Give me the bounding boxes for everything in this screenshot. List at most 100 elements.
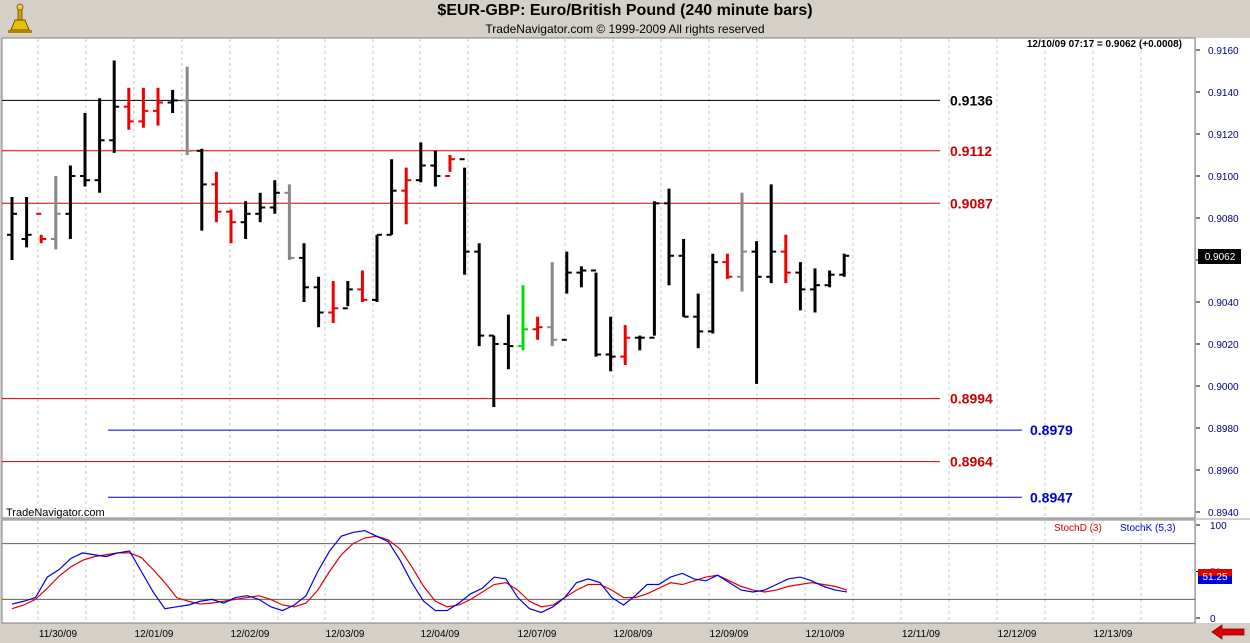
date-axis-ticks: 11/30/09 12/01/09 12/02/09 12/03/09 12/04/09…: [39, 629, 1133, 640]
price-axis: [1196, 38, 1250, 518]
x-tick-label: 12/10/09: [806, 629, 845, 640]
ohlc-bar: [372, 233, 382, 302]
ohlc-bar: [299, 243, 309, 302]
ohlc-bar: [634, 335, 645, 351]
x-tick-label: 12/09/09: [710, 629, 749, 640]
ohlc-bar: [123, 87, 134, 130]
ohlc-bar: [780, 234, 791, 284]
y-tick-label: 0.8940: [1208, 508, 1239, 519]
stoch-last-value-label: 51.25: [1202, 572, 1227, 583]
ohlc-bar: [415, 142, 426, 183]
ohlc-bar: [211, 171, 222, 223]
y-tick-label: 0.9040: [1208, 298, 1239, 309]
x-tick-label: 12/04/09: [421, 629, 460, 640]
y-tick-label: 0.9160: [1208, 46, 1239, 57]
x-tick-label: 12/12/09: [998, 629, 1037, 640]
level-label: 0.8947: [1030, 489, 1073, 505]
watermark: TradeNavigator.com: [6, 507, 105, 519]
level-label: 0.9087: [950, 195, 993, 211]
stoch-series-line: [11, 529, 848, 614]
y-tick-label: 0.8980: [1208, 424, 1239, 435]
support-resistance-levels: 0.9136 0.9112 0.9087 0.8994 0.8979 0.8964 0.89…: [2, 92, 1073, 505]
ohlc-bar: [65, 165, 76, 239]
x-tick-label: 12/02/09: [231, 629, 270, 640]
ohlc-bar: [561, 251, 572, 341]
y-tick-label: 0.9100: [1208, 172, 1239, 183]
y-tick-label: 0.9000: [1208, 382, 1239, 393]
ohlc-bars: [7, 60, 850, 407]
ohlc-bar: [240, 201, 251, 239]
level-label: 0.8994: [950, 391, 993, 407]
red-left-arrow-icon[interactable]: [1211, 624, 1245, 640]
x-tick-label: 12/07/09: [518, 629, 557, 640]
ohlc-bar: [401, 167, 412, 225]
ohlc-bar: [605, 316, 616, 372]
ohlc-bar: [342, 281, 353, 310]
level-label: 0.9112: [950, 143, 992, 159]
ohlc-bar: [138, 87, 149, 128]
ohlc-bar: [518, 285, 528, 351]
ohlc-bar: [7, 197, 17, 260]
x-tick-label: 12/03/09: [326, 629, 365, 640]
ohlc-bar: [751, 241, 762, 384]
ohlc-bar: [488, 334, 499, 407]
ohlc-bar: [459, 158, 470, 275]
y-tick-label: 0.9140: [1208, 88, 1239, 99]
ohlc-bar: [445, 155, 455, 177]
ohlc-bar: [591, 269, 601, 357]
y-tick-label: 0.9120: [1208, 130, 1239, 141]
ohlc-bar: [737, 192, 747, 292]
price-panel: [1, 37, 1196, 519]
ohlc-bar: [21, 197, 32, 248]
ohlc-bar: [284, 184, 295, 260]
ohlc-bar: [664, 188, 674, 286]
ohlc-bar: [532, 316, 543, 340]
ohlc-bar: [196, 148, 207, 231]
ohlc-bar: [167, 89, 178, 113]
ohlc-bar: [109, 60, 120, 153]
ohlc-bar: [255, 192, 266, 223]
ohlc-bar: [839, 253, 850, 277]
stoch-last-value-marker: 51.25: [1198, 569, 1232, 584]
ohlc-bar: [766, 184, 777, 284]
chart-title: $EUR-GBP: Euro/British Pound (240 minute…: [437, 2, 813, 19]
ohlc-bar: [269, 180, 280, 214]
level-label: 0.9136: [950, 92, 993, 108]
stoch-y-tick-label: 100: [1210, 521, 1227, 532]
chart-header: $EUR-GBP: Euro/British Pound (240 minute…: [0, 0, 1250, 38]
ohlc-bar: [226, 209, 236, 244]
last-price-label: 0.9062: [1205, 252, 1236, 263]
ohlc-bar: [722, 253, 733, 279]
ohlc-bar: [649, 201, 660, 339]
stochk-legend: StochK (5,3): [1120, 523, 1176, 534]
ohlc-bar: [474, 243, 485, 347]
chart-subtitle: TradeNavigator.com © 1999-2009 All right…: [485, 22, 765, 36]
stochd-legend: StochD (3): [1054, 523, 1102, 534]
x-tick-label: 12/11/09: [902, 629, 941, 640]
ohlc-bar: [328, 281, 339, 323]
ohlc-bar: [36, 212, 47, 244]
y-tick-label: 0.8960: [1208, 466, 1239, 477]
indicator-panel: [1, 519, 1196, 624]
ohlc-bar: [386, 159, 397, 236]
x-tick-label: 12/08/09: [614, 629, 653, 640]
trade-navigator-logo-icon: [8, 3, 32, 33]
x-tick-label: 12/01/09: [135, 629, 174, 640]
ohlc-bar: [94, 98, 105, 193]
ohlc-bar: [182, 66, 193, 155]
ohlc-bar: [620, 325, 631, 365]
date-axis: [0, 624, 1250, 643]
ohlc-bar: [430, 150, 441, 187]
ohlc-bar: [503, 314, 514, 370]
x-tick-label: 11/30/09: [39, 629, 78, 640]
ohlc-bar: [153, 87, 163, 126]
ohlc-bar: [313, 276, 324, 328]
x-tick-label: 12/13/09: [1094, 629, 1133, 640]
ohlc-bar: [810, 268, 820, 313]
vertical-grid: [37, 39, 1142, 622]
ohlc-bar: [357, 270, 368, 302]
last-price-marker: 0.9062: [1198, 249, 1241, 264]
ohlc-bar: [707, 253, 718, 334]
ohlc-bar: [795, 262, 806, 311]
